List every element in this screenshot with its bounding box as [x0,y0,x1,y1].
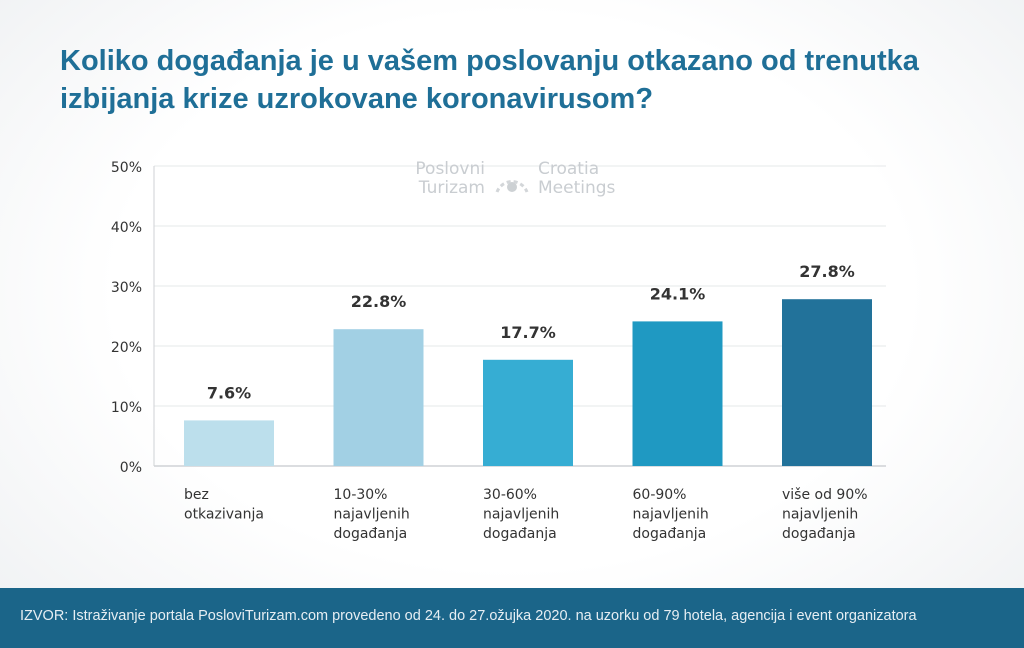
bar [483,359,573,466]
data-label: 24.1% [650,284,706,303]
data-label: 7.6% [207,383,251,402]
x-category-label: otkazivanja [184,507,264,523]
y-tick-label: 20% [111,340,142,356]
bar [632,321,723,466]
x-category-label: događanja [483,526,557,542]
data-label: 27.8% [799,262,855,281]
watermark-logo-icon [507,182,517,192]
x-category-label: događanja [334,526,408,542]
x-category-label: 60-90% [633,487,687,503]
x-category-label: najavljenih [334,507,410,523]
source-text: IZVOR: Istraživanje portala PosloviTuriz… [20,608,917,624]
watermark-text: Croatia [538,159,599,179]
x-category-label: najavljenih [782,507,858,523]
x-category-label: 10-30% [334,487,388,503]
y-tick-label: 10% [111,400,142,416]
y-tick-label: 40% [111,220,142,236]
y-tick-label: 30% [111,280,142,296]
x-category-label: 30-60% [483,487,537,503]
y-tick-label: 0% [120,460,142,476]
chart-title: Koliko događanja je u vašem poslovanju o… [60,45,919,115]
bar [782,299,872,466]
watermark-text: Poslovni [415,159,485,179]
x-category-label: događanja [633,526,707,542]
x-category-label: najavljenih [633,507,709,523]
watermark-text: Meetings [538,178,616,198]
source-footer: IZVOR: Istraživanje portala PosloviTuriz… [0,588,1024,648]
watermark-text: Turizam [418,178,485,198]
data-label: 22.8% [351,292,407,311]
x-category-label: bez [184,487,209,503]
bar [333,329,424,466]
bar [184,420,274,466]
x-category-label: događanja [782,526,856,542]
y-tick-label: 50% [111,160,142,176]
x-category-label: najavljenih [483,507,559,523]
x-category-label: više od 90% [782,487,868,503]
data-label: 17.7% [500,323,556,342]
